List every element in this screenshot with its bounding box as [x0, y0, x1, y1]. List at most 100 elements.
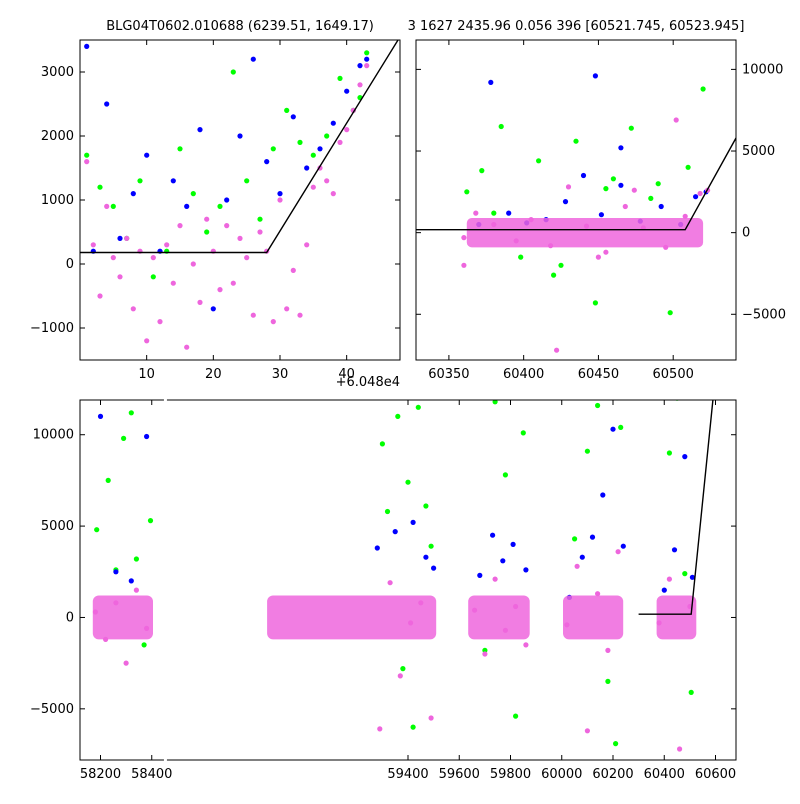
data-point-green — [147, 518, 154, 524]
title-left: BLG04T0602.010688 (6239.51, 1649.17) — [106, 19, 374, 34]
data-point-green — [700, 86, 706, 92]
data-point-green — [551, 272, 557, 278]
data-point-magenta — [277, 197, 283, 203]
data-point-blue — [197, 127, 203, 133]
data-point-magenta — [244, 255, 250, 261]
y-tick-label: −5000 — [742, 307, 786, 322]
data-point-green — [190, 191, 196, 197]
data-point-blue — [144, 152, 150, 158]
data-point-magenta — [204, 216, 210, 222]
data-point-magenta — [250, 312, 256, 318]
model-curve — [638, 400, 714, 615]
data-point-magenta — [397, 673, 403, 679]
data-point-blue — [600, 492, 606, 498]
data-point-green — [217, 203, 223, 209]
data-point-green — [105, 477, 111, 483]
data-point-magenta — [133, 587, 139, 593]
data-point-green — [110, 203, 116, 209]
data-point-magenta — [124, 235, 130, 241]
y-tick-label: 10000 — [742, 62, 783, 77]
data-point-blue — [620, 543, 626, 549]
data-point-blue — [84, 43, 90, 50]
baseline-point-cloud — [466, 218, 704, 248]
data-point-magenta — [603, 249, 609, 255]
data-point-magenta — [310, 184, 316, 190]
data-point-magenta — [197, 299, 203, 305]
data-point-green — [94, 527, 100, 533]
data-point-blue — [618, 145, 624, 151]
data-point-green — [121, 435, 127, 441]
data-point-blue — [671, 547, 678, 553]
data-point-magenta — [523, 642, 529, 648]
data-point-blue — [317, 146, 323, 152]
data-point-green — [364, 50, 370, 56]
data-point-blue — [250, 56, 256, 62]
data-point-green — [310, 152, 316, 158]
season-point-cloud — [563, 595, 624, 640]
data-point-green — [428, 543, 434, 549]
data-point-magenta — [90, 242, 96, 248]
data-point-magenta — [595, 254, 602, 260]
data-point-green — [628, 125, 634, 131]
data-point-blue — [97, 413, 104, 419]
data-point-blue — [210, 306, 216, 312]
data-point-green — [648, 195, 654, 201]
data-point-green — [297, 139, 303, 145]
data-point-green — [688, 689, 694, 696]
data-point-blue — [330, 120, 336, 126]
data-point-blue — [618, 182, 624, 188]
data-point-blue — [431, 565, 437, 571]
y-tick-label: 2000 — [41, 129, 74, 144]
data-point-blue — [689, 574, 696, 580]
y-tick-label: 0 — [66, 257, 74, 272]
data-point-magenta — [117, 274, 123, 280]
data-point-blue — [589, 534, 596, 540]
data-point-magenta — [224, 223, 230, 229]
data-point-magenta — [682, 213, 688, 219]
data-point-magenta — [284, 306, 290, 312]
data-point-blue — [500, 558, 506, 564]
data-point-magenta — [631, 187, 637, 193]
season-point-cloud — [267, 595, 437, 640]
season-point-cloud — [92, 595, 153, 640]
data-point-magenta — [482, 651, 488, 657]
data-point-blue — [682, 454, 688, 460]
data-point-green — [230, 69, 236, 75]
data-point-green — [415, 404, 421, 410]
data-point-magenta — [237, 235, 243, 241]
data-point-magenta — [130, 306, 136, 312]
data-point-green — [423, 503, 429, 509]
data-point-magenta — [144, 338, 150, 344]
data-point-green — [610, 176, 617, 182]
data-point-magenta — [164, 242, 170, 248]
data-point-green — [410, 724, 416, 730]
data-point-green — [97, 184, 103, 190]
data-point-green — [400, 666, 406, 672]
data-point-magenta — [297, 312, 303, 318]
data-point-blue — [104, 101, 110, 107]
data-point-blue — [610, 426, 616, 432]
top-right-zoom-panel: 60350 60400 60450 60500 −5000 0 5000 10000 — [415, 39, 786, 382]
data-point-green — [584, 448, 591, 454]
data-point-green — [558, 262, 564, 268]
data-point-magenta — [666, 576, 673, 582]
data-point-green — [572, 536, 578, 542]
data-point-green — [492, 400, 498, 405]
data-point-magenta — [84, 159, 90, 165]
data-point-green — [204, 229, 210, 235]
axes-frame — [79, 399, 737, 761]
data-point-green — [141, 642, 147, 648]
data-point-magenta — [595, 591, 601, 597]
data-point-magenta — [677, 746, 683, 752]
x-offset-label: +6.048e4 — [336, 375, 400, 390]
data-point-magenta — [584, 728, 591, 734]
data-point-green — [479, 168, 485, 174]
data-point-green — [513, 713, 519, 719]
data-point-magenta — [428, 715, 434, 721]
data-point-blue — [506, 210, 512, 216]
data-point-magenta — [697, 190, 703, 197]
data-point-blue — [237, 133, 243, 139]
plot-area — [416, 73, 736, 353]
data-point-magenta — [473, 210, 479, 216]
data-point-green — [605, 678, 611, 685]
